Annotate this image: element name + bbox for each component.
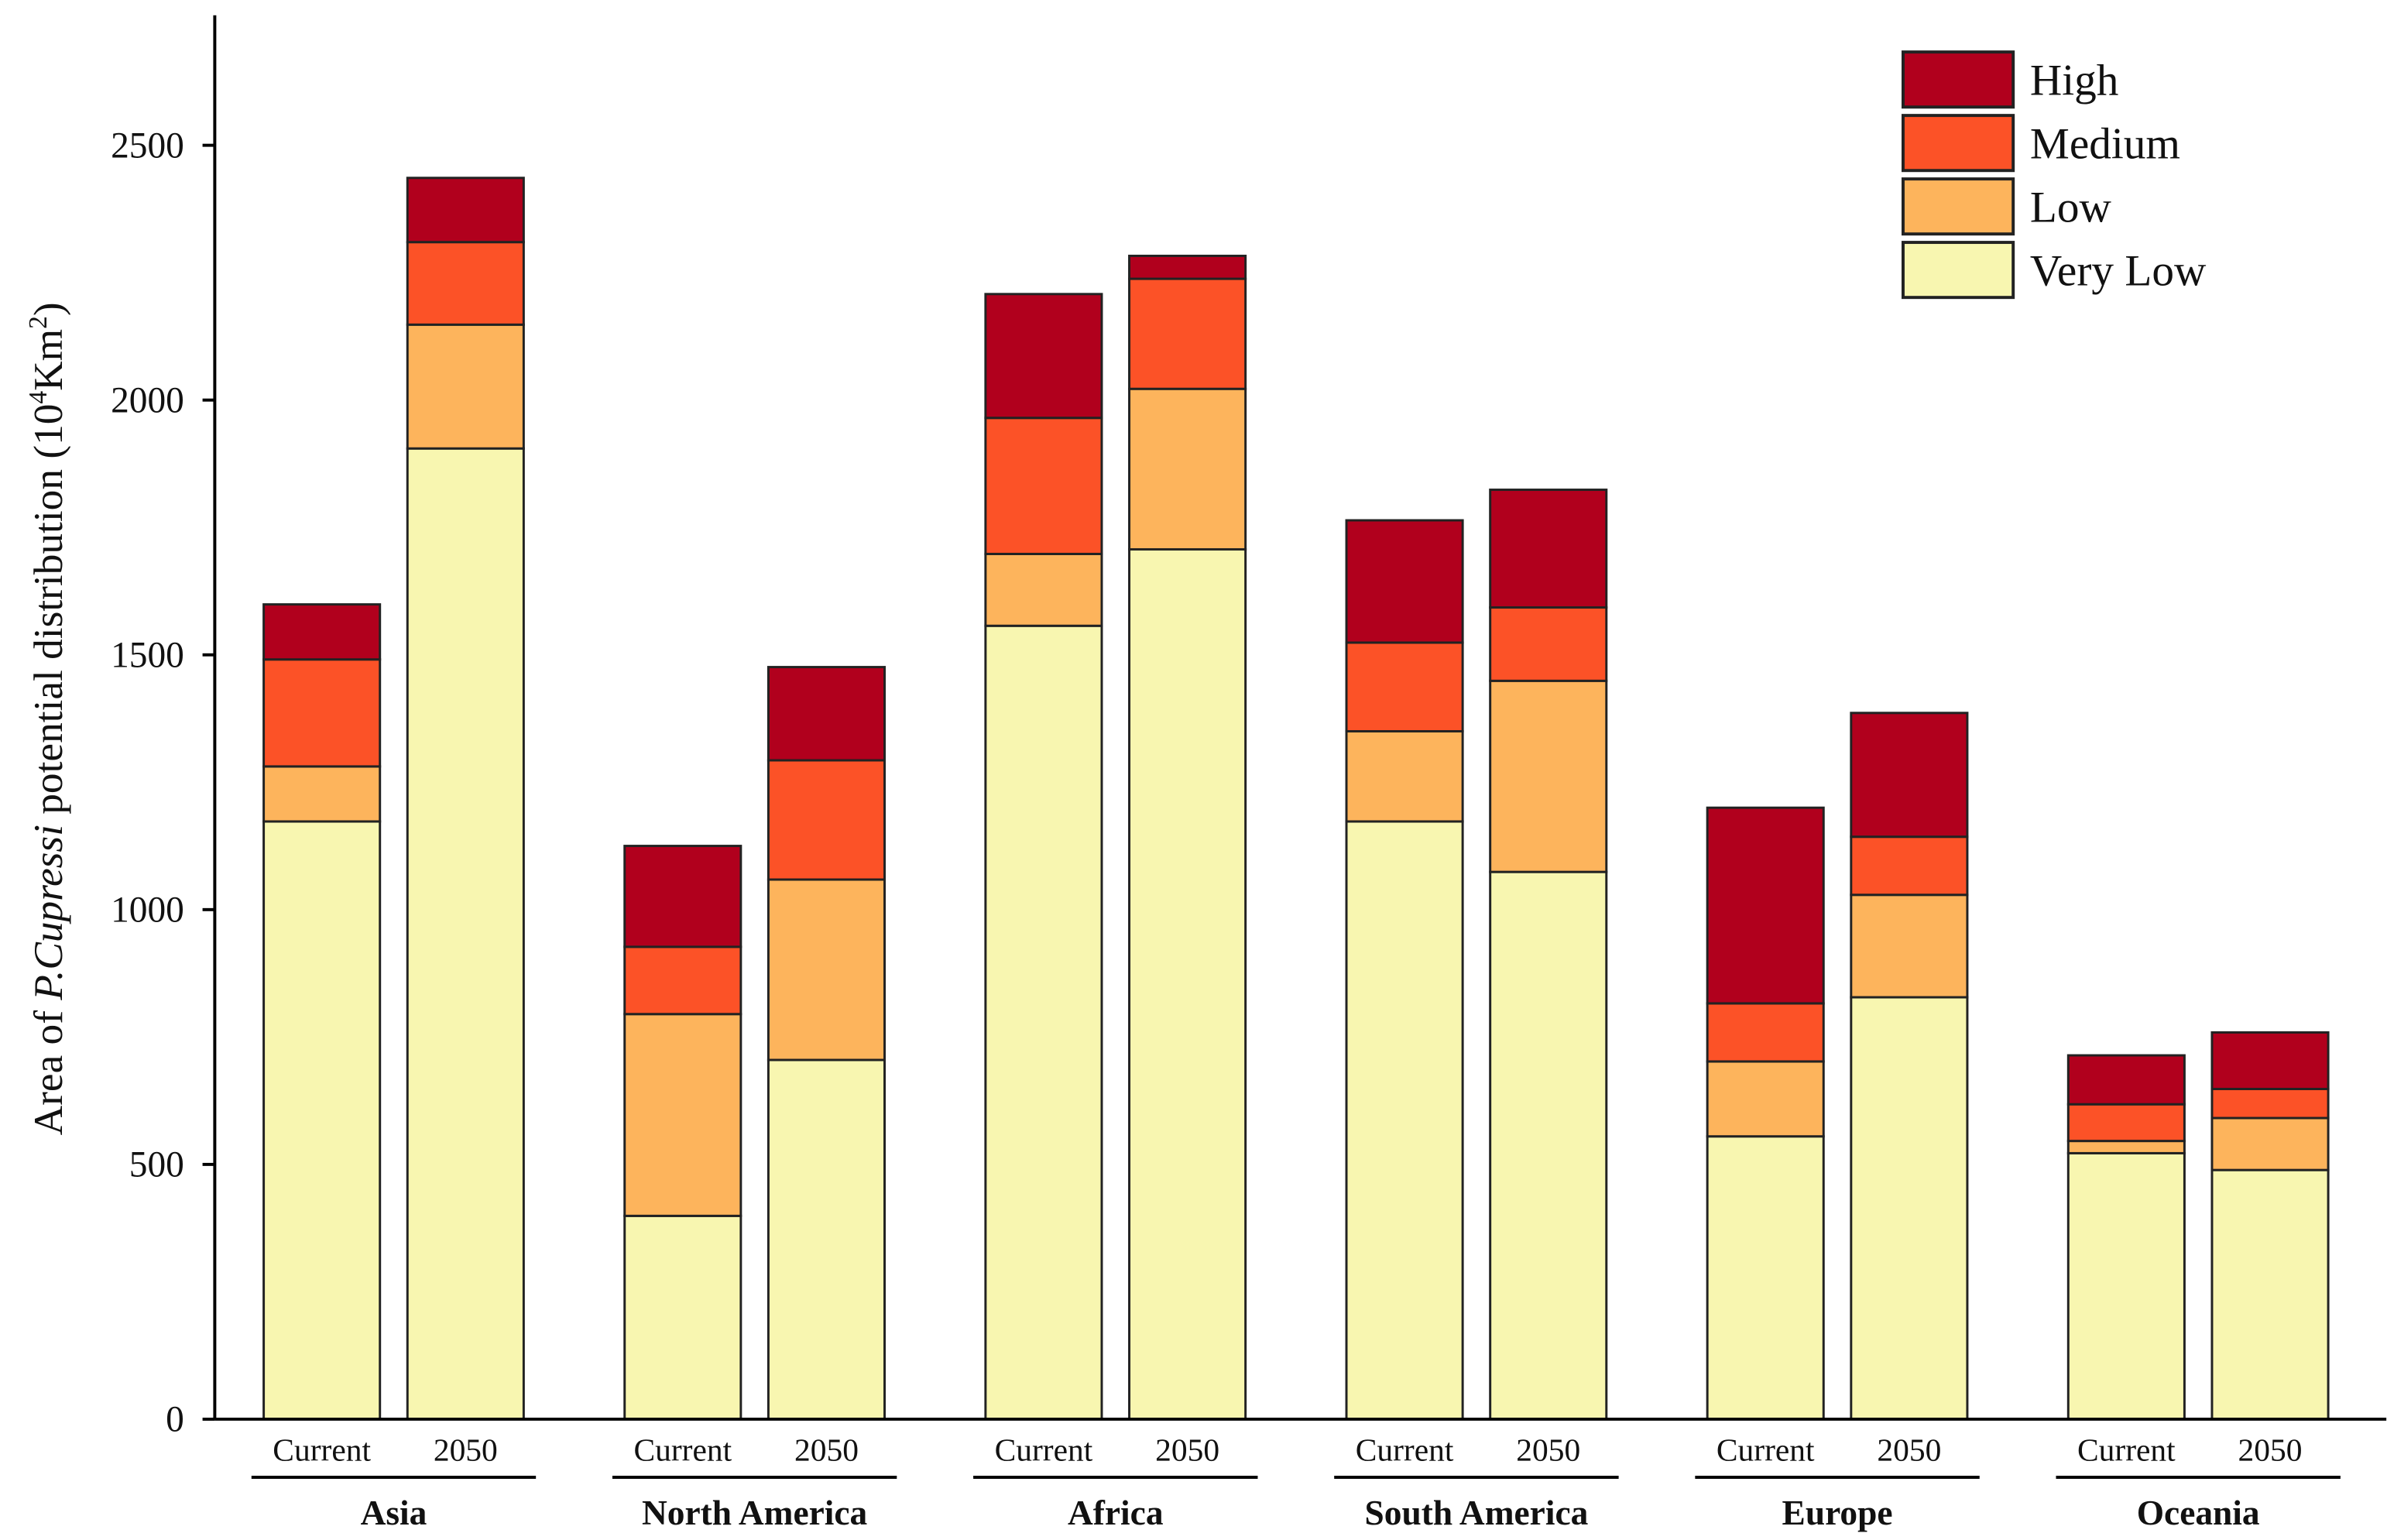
bar-label: 2050 xyxy=(2238,1432,2303,1467)
bar-africa-2050-low xyxy=(1128,387,1247,551)
legend-label: Medium xyxy=(2030,119,2180,168)
bar-label: 2050 xyxy=(1877,1432,1941,1467)
bar-asia-2050-high xyxy=(406,177,525,244)
bar-south-america-2050-very-low xyxy=(1489,870,1608,1421)
y-tick-label: 2500 xyxy=(111,125,184,166)
bar-north-america-current-low xyxy=(623,1013,743,1217)
bar-asia-current-very-low xyxy=(262,820,382,1421)
bar-asia-current-medium xyxy=(262,658,382,768)
bar-europe-current-very-low xyxy=(1706,1135,1825,1421)
y-tick-label: 500 xyxy=(129,1145,184,1185)
bar-label: 2050 xyxy=(1516,1432,1580,1467)
legend-swatch xyxy=(1902,241,2015,300)
legend-swatch xyxy=(1902,114,2015,173)
bar-south-america-current-very-low xyxy=(1345,820,1464,1421)
bar-europe-current-medium xyxy=(1706,1002,1825,1063)
bar-oceania-2050-low xyxy=(2210,1116,2330,1171)
bar-oceania-current-high xyxy=(2066,1054,2186,1106)
bar-north-america-2050-medium xyxy=(767,759,886,881)
legend-swatch xyxy=(1902,50,2015,109)
legend-label: Very Low xyxy=(2030,246,2207,295)
bar-asia-2050-very-low xyxy=(406,447,525,1421)
bar-africa-2050-very-low xyxy=(1128,548,1247,1421)
bar-label: Current xyxy=(2077,1432,2176,1467)
bar-north-america-2050-very-low xyxy=(767,1058,886,1421)
y-axis-label: Area of P.Cupressi potential distributio… xyxy=(24,302,71,1135)
bars xyxy=(262,177,2330,1421)
y-tick-label: 1000 xyxy=(111,890,184,931)
bar-asia-current-high xyxy=(262,603,382,661)
bar-oceania-current-low xyxy=(2066,1140,2186,1154)
bar-oceania-current-very-low xyxy=(2066,1151,2186,1421)
bar-europe-2050-high xyxy=(1850,712,1969,839)
bar-oceania-2050-high xyxy=(2210,1031,2330,1090)
bar-africa-2050-high xyxy=(1128,254,1247,280)
bar-asia-current-low xyxy=(262,765,382,823)
y-tick-label: 1500 xyxy=(111,636,184,676)
group-label: Asia xyxy=(361,1494,427,1532)
bar-label: 2050 xyxy=(1155,1432,1219,1467)
bar-europe-current-high xyxy=(1706,806,1825,1005)
bar-africa-current-high xyxy=(984,293,1103,420)
bar-europe-2050-low xyxy=(1850,893,1969,999)
legend: High Medium Low Very Low xyxy=(1902,50,2207,300)
bar-africa-2050-medium xyxy=(1128,277,1247,390)
bar-south-america-current-high xyxy=(1345,519,1464,644)
bar-asia-2050-low xyxy=(406,323,525,450)
bar-north-america-current-medium xyxy=(623,945,743,1016)
bar-europe-2050-very-low xyxy=(1850,996,1969,1421)
y-tick-label: 2000 xyxy=(111,381,184,421)
bar-europe-2050-medium xyxy=(1850,835,1969,897)
bar-label: 2050 xyxy=(794,1432,859,1467)
bar-oceania-current-medium xyxy=(2066,1103,2186,1143)
bar-north-america-current-very-low xyxy=(623,1214,743,1421)
bar-south-america-2050-high xyxy=(1489,489,1608,609)
bar-africa-current-medium xyxy=(984,417,1103,555)
bar-south-america-2050-low xyxy=(1489,679,1608,873)
bar-south-america-current-medium xyxy=(1345,641,1464,732)
bar-label: Current xyxy=(1356,1432,1454,1467)
group-label: Africa xyxy=(1068,1494,1164,1532)
bar-label: Current xyxy=(995,1432,1093,1467)
bar-north-america-current-high xyxy=(623,845,743,948)
bar-label: Current xyxy=(273,1432,371,1467)
bar-north-america-2050-low xyxy=(767,878,886,1062)
bar-europe-current-low xyxy=(1706,1060,1825,1138)
legend-swatch xyxy=(1902,177,2015,236)
group-label: North America xyxy=(642,1494,868,1532)
bar-label: 2050 xyxy=(434,1432,498,1467)
bar-oceania-2050-medium xyxy=(2210,1088,2330,1120)
y-ticks: 0 500 1000 1500 2000 2500 xyxy=(111,125,215,1440)
legend-label: High xyxy=(2030,56,2119,105)
bar-north-america-2050-high xyxy=(767,666,886,762)
bar-oceania-2050-very-low xyxy=(2210,1168,2330,1421)
y-tick-label: 0 xyxy=(166,1400,184,1440)
bar-label: Current xyxy=(633,1432,732,1467)
bar-south-america-current-low xyxy=(1345,730,1464,823)
group-label: Europe xyxy=(1782,1494,1893,1532)
bar-label: Current xyxy=(1717,1432,1815,1467)
bar-africa-current-low xyxy=(984,552,1103,627)
bar-africa-current-very-low xyxy=(984,624,1103,1421)
bar-asia-2050-medium xyxy=(406,241,525,326)
bar-south-america-2050-medium xyxy=(1489,606,1608,682)
group-label: Oceania xyxy=(2137,1494,2260,1532)
group-label: South America xyxy=(1364,1494,1588,1532)
legend-label: Low xyxy=(2030,183,2112,232)
